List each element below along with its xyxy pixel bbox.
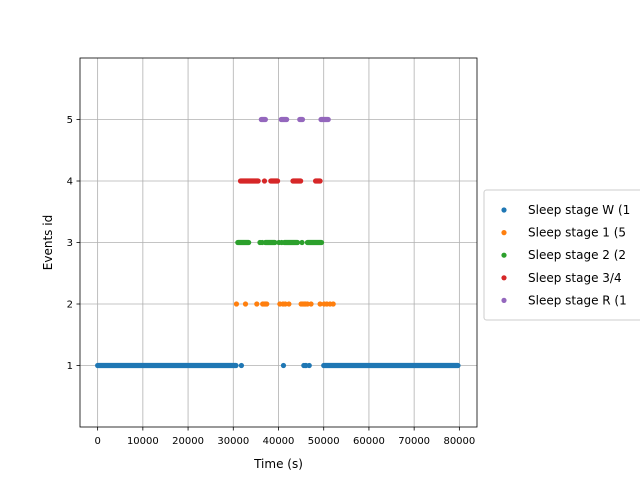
- x-tick-label: 30000: [217, 436, 249, 447]
- x-tick-label: 10000: [127, 436, 159, 447]
- x-axis-label: Time (s): [253, 457, 303, 471]
- series-1: [95, 362, 461, 369]
- event-point: [308, 301, 314, 307]
- x-tick-label: 50000: [308, 436, 340, 447]
- legend-label: Sleep stage R (1: [528, 293, 627, 307]
- legend-marker: [501, 275, 507, 281]
- series-4: [237, 178, 323, 184]
- legend-marker: [501, 207, 507, 213]
- x-tick-label: 0: [94, 436, 100, 447]
- event-point: [306, 362, 312, 369]
- legend-box: [483, 189, 640, 321]
- x-tick-label: 40000: [263, 436, 295, 447]
- event-point: [330, 301, 336, 307]
- series-3: [235, 239, 325, 246]
- x-tick-label: 80000: [443, 436, 475, 447]
- legend-label: Sleep stage 2 (2: [528, 248, 626, 262]
- event-point: [261, 178, 268, 184]
- event-point: [317, 301, 323, 307]
- event-point: [259, 239, 265, 246]
- x-tick-label: 70000: [398, 436, 430, 447]
- event-point: [233, 301, 240, 307]
- legend-label: Sleep stage 1 (5: [528, 226, 626, 240]
- y-tick-label: 5: [67, 115, 73, 126]
- data-layer: [95, 116, 461, 369]
- event-point: [242, 301, 249, 307]
- event-point: [254, 301, 260, 307]
- y-tick-label: 3: [67, 238, 73, 249]
- x-tick-label: 60000: [353, 436, 385, 447]
- y-axis-label: Events id: [41, 215, 55, 270]
- event-point: [286, 301, 292, 307]
- event-point: [279, 239, 285, 246]
- legend-marker: [501, 230, 507, 236]
- legend-marker: [501, 252, 507, 258]
- series-2: [233, 301, 336, 307]
- legend: Sleep stage W (1 Sleep stage 1 (5 Sleep st…: [483, 189, 640, 321]
- event-point: [264, 301, 270, 307]
- event-point: [280, 362, 287, 369]
- legend-marker: [501, 297, 507, 303]
- event-point: [299, 239, 305, 246]
- x-tick-label: 20000: [172, 436, 204, 447]
- legend-label: Sleep stage W (1: [528, 203, 630, 217]
- axis-layer: 0 10000 20000 30000 40000 50000 60000 70000 8000…: [67, 115, 476, 447]
- event-point: [282, 301, 288, 307]
- event-point: [304, 301, 311, 307]
- legend-label: Sleep stage 3/4: [528, 271, 622, 285]
- y-tick-label: 1: [67, 361, 73, 372]
- event-point: [238, 362, 245, 369]
- y-tick-label: 4: [67, 177, 73, 188]
- y-tick-label: 2: [67, 300, 73, 311]
